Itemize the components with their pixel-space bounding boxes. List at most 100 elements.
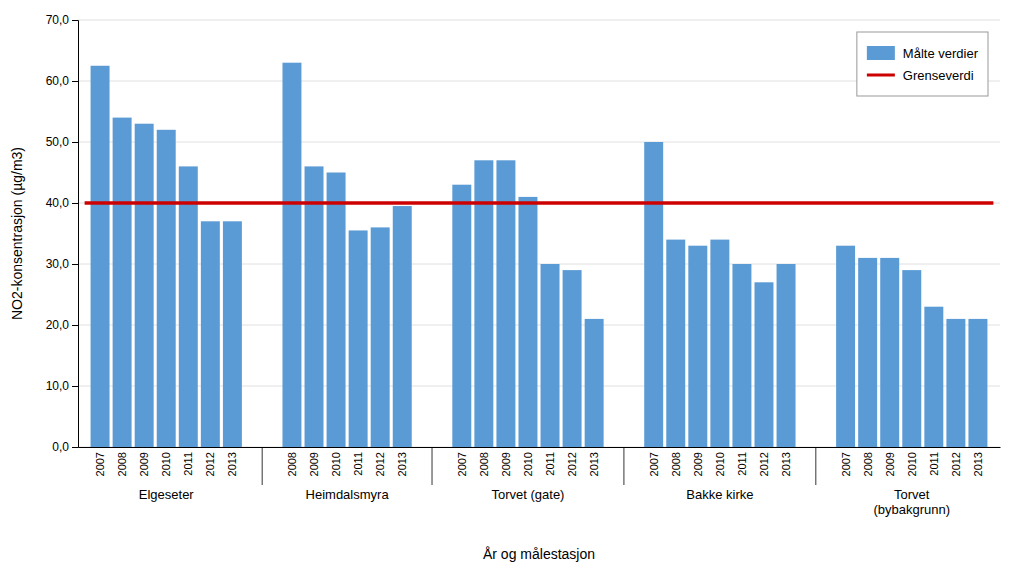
bar — [710, 240, 729, 447]
x-tick: 2010 — [714, 452, 726, 476]
x-tick-label: 2011 — [352, 452, 364, 476]
x-tick: 2013 — [396, 452, 408, 476]
x-tick: 2012 — [950, 452, 962, 476]
x-tick: 2007 — [648, 452, 660, 476]
x-tick: 2011 — [352, 452, 364, 476]
group-separator — [623, 447, 624, 485]
bar — [836, 246, 855, 447]
bar — [858, 258, 877, 447]
x-tick-label: 2011 — [736, 452, 748, 476]
x-tick: 2011 — [544, 452, 556, 476]
y-tick-label: 70,0 — [46, 13, 70, 27]
x-tick-label: 2012 — [204, 452, 216, 476]
bar — [327, 173, 346, 448]
x-axis: 2007 2008 2009 2010 2011 2012 2013 2008 2009 2010… — [79, 448, 1001, 477]
x-tick: 2007 — [840, 452, 852, 476]
x-tick-label: 2012 — [950, 452, 962, 476]
legend-frame — [857, 32, 988, 96]
group-separator — [815, 447, 816, 485]
bar — [880, 258, 899, 447]
bar — [585, 319, 604, 447]
x-tick-label: 2010 — [906, 452, 918, 476]
x-tick: 2011 — [928, 452, 940, 476]
x-tick: 2009 — [692, 452, 704, 476]
bar — [282, 63, 301, 447]
y-tick: 20,0 — [46, 318, 78, 332]
y-tick-label: 20,0 — [46, 318, 70, 332]
x-axis-title: År og målestasjon — [483, 546, 595, 562]
x-tick: 2009 — [138, 452, 150, 476]
bar — [157, 130, 176, 447]
legend-label: Målte verdier — [903, 46, 979, 61]
group-label: Torvet(bybakgrunn) — [873, 487, 950, 517]
bar — [777, 264, 796, 447]
y-tick-line — [72, 386, 78, 387]
x-tick-label: 2013 — [780, 452, 792, 476]
bar — [755, 282, 774, 447]
bar — [91, 66, 110, 447]
group-label: Elgeseter — [139, 487, 195, 502]
bar — [902, 270, 921, 447]
y-tick-label: 50,0 — [46, 135, 70, 149]
x-tick: 2012 — [758, 452, 770, 476]
group-separator — [432, 447, 433, 485]
y-tick: 0,0 — [52, 440, 78, 454]
y-tick-line — [72, 142, 78, 143]
x-tick: 2012 — [374, 452, 386, 476]
y-tick-line — [72, 325, 78, 326]
y-tick-line — [72, 81, 78, 82]
x-tick-label: 2013 — [396, 452, 408, 476]
x-tick-label: 2009 — [692, 452, 704, 476]
bar — [924, 307, 943, 447]
bar — [135, 124, 154, 447]
x-tick: 2008 — [478, 452, 490, 476]
x-tick: 2011 — [736, 452, 748, 476]
x-tick: 2009 — [884, 452, 896, 476]
x-tick-label: 2012 — [758, 452, 770, 476]
y-tick-label: 60,0 — [46, 74, 70, 88]
x-tick-label: 2008 — [862, 452, 874, 476]
x-tick-label: 2008 — [670, 452, 682, 476]
bar — [201, 221, 220, 447]
grid-line — [78, 20, 1000, 21]
x-axis-line — [79, 447, 1001, 448]
grid-line — [78, 142, 1000, 143]
y-tick: 70,0 — [46, 13, 78, 27]
bar — [732, 264, 751, 447]
x-tick-label: 2009 — [500, 452, 512, 476]
x-tick: 2007 — [456, 452, 468, 476]
grid-line — [78, 203, 1000, 204]
group-label: Heimdalsmyra — [306, 487, 390, 502]
plot: 0,010,020,030,040,050,060,070,0200720082… — [9, 13, 1001, 562]
x-tick: 2011 — [182, 452, 194, 476]
y-tick-line — [72, 203, 78, 204]
bar — [563, 270, 582, 447]
y-tick-label: 30,0 — [46, 257, 70, 271]
bar — [393, 206, 412, 447]
x-tick: 2010 — [330, 452, 342, 476]
grid — [78, 20, 1000, 447]
y-tick: 30,0 — [46, 257, 78, 271]
x-tick: 2013 — [226, 452, 238, 476]
bar — [305, 166, 324, 447]
x-tick: 2008 — [670, 452, 682, 476]
y-tick: 60,0 — [46, 74, 78, 88]
x-tick: 2010 — [522, 452, 534, 476]
y-tick: 10,0 — [46, 379, 78, 393]
x-tick-label: 2009 — [138, 452, 150, 476]
x-tick-label: 2010 — [714, 452, 726, 476]
x-tick: 2012 — [566, 452, 578, 476]
y-tick-line — [72, 447, 78, 448]
group-label: Bakke kirke — [686, 487, 753, 502]
bar — [644, 142, 663, 447]
x-tick: 2013 — [588, 452, 600, 476]
x-tick-label: 2009 — [884, 452, 896, 476]
x-tick: 2009 — [500, 452, 512, 476]
bar — [968, 319, 987, 447]
y-tick-line — [72, 20, 78, 21]
y-tick-label: 0,0 — [52, 440, 69, 454]
x-tick: 2012 — [204, 452, 216, 476]
x-tick-label: 2013 — [226, 452, 238, 476]
y-axis: 0,010,020,030,040,050,060,070,0 — [46, 13, 79, 454]
x-tick-label: 2008 — [116, 452, 128, 476]
